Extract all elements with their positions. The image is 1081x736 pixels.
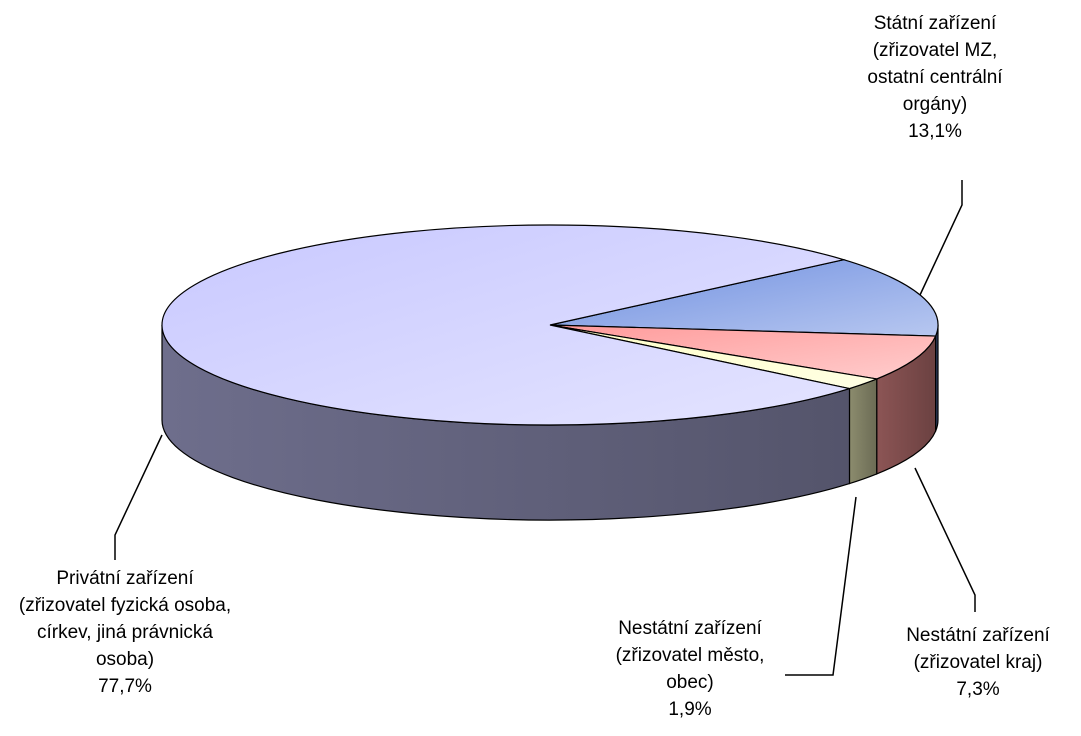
value-label: 1,9% — [668, 699, 712, 720]
value-label: 77,7% — [98, 676, 152, 697]
slice — [549, 324, 937, 380]
slice-label: Privátní zařízení (zřizovatel fyzická os… — [18, 565, 233, 700]
slice-label: Nestátní zařízení (zřizovatel kraj) 7,3% — [878, 622, 1078, 703]
category-name: Privátní zařízení (zřizovatel fyzická os… — [18, 568, 232, 670]
slice — [161, 224, 852, 426]
slice-label: Státní zařízení (zřizovatel MZ, ostatní … — [845, 10, 1025, 145]
leader-line — [914, 467, 976, 612]
slice-side — [848, 378, 878, 485]
value-label: 7,3% — [956, 679, 1000, 700]
value-label: 13,1% — [908, 121, 962, 142]
leader-line — [114, 434, 163, 560]
category-name: Nestátní zařízení (zřizovatel kraj) — [906, 625, 1050, 673]
category-name: Státní zařízení (zřizovatel MZ, ostatní … — [867, 13, 1003, 115]
slice — [549, 259, 939, 337]
slice-label: Nestátní zařízení (zřizovatel město, obe… — [598, 615, 783, 723]
leader-line — [785, 496, 857, 676]
category-name: Nestátní zařízení (zřizovatel město, obe… — [615, 618, 765, 693]
leader-line — [919, 180, 963, 296]
